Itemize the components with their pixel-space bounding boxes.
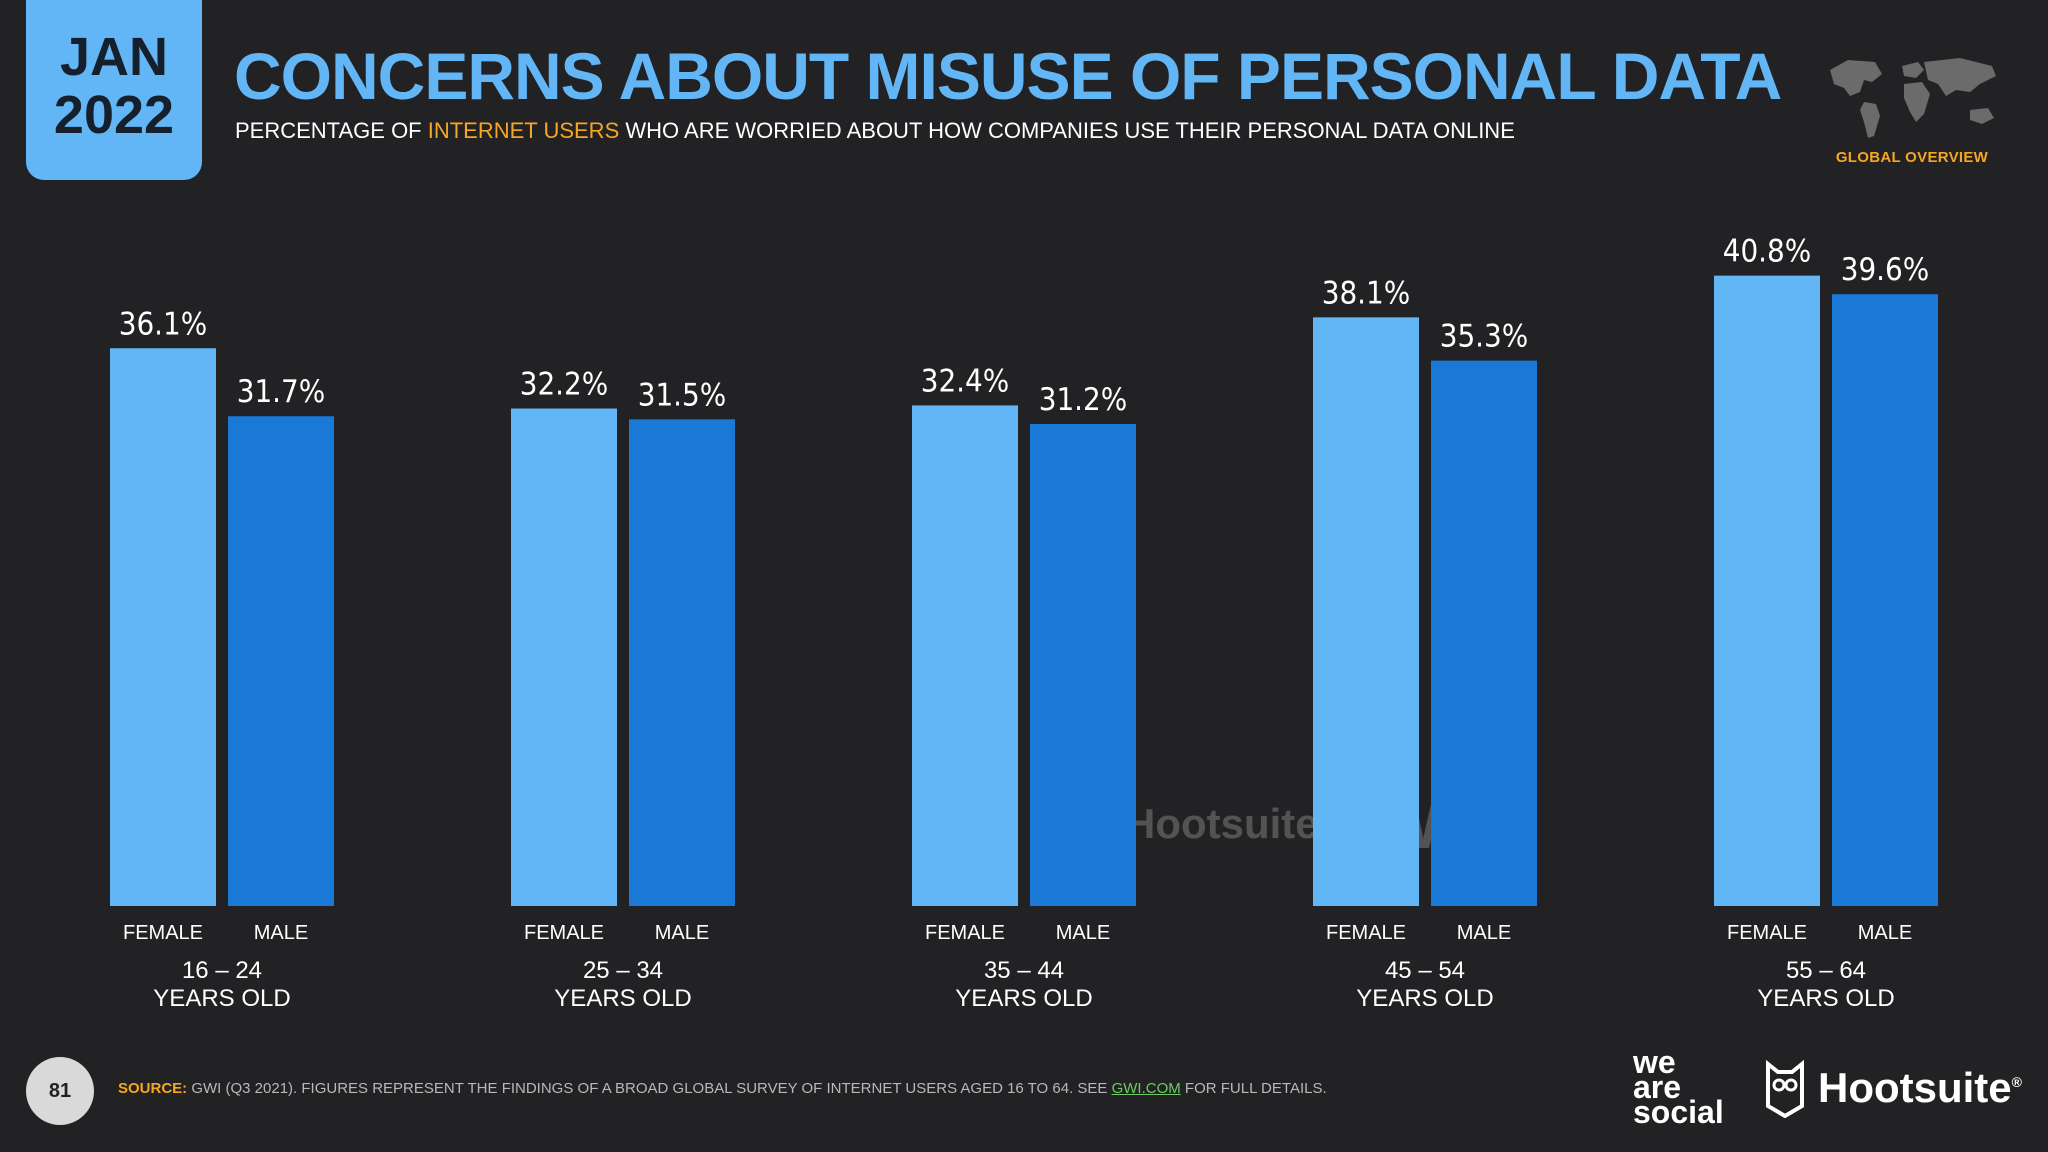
group-sublabel-2: YEARS OLD (955, 985, 1092, 1012)
bar-male-3 (1431, 360, 1537, 906)
group-sublabel-1: YEARS OLD (554, 985, 691, 1012)
subtitle-highlight: INTERNET USERS (427, 118, 620, 143)
value-label-male-1: 31.5% (638, 377, 727, 413)
series-label-male-0: MALE (254, 922, 308, 944)
group-label-2: 35 – 44 (984, 957, 1064, 984)
source-end: FOR FULL DETAILS. (1180, 1080, 1327, 1097)
series-label-female-0: FEMALE (123, 922, 203, 944)
source-link[interactable]: GWI.COM (1111, 1080, 1181, 1097)
source-label: SOURCE: (118, 1080, 188, 1097)
logo-are: are (1633, 1069, 1682, 1105)
value-label-male-0: 31.7% (237, 374, 326, 410)
value-label-female-3: 38.1% (1322, 275, 1411, 311)
group-sublabel-3: YEARS OLD (1356, 985, 1493, 1012)
value-label-female-2: 32.4% (921, 363, 1010, 399)
bar-female-1 (511, 408, 617, 906)
group-label-4: 55 – 64 (1786, 957, 1866, 984)
bar-female-0 (110, 348, 216, 906)
series-label-female-2: FEMALE (925, 922, 1005, 944)
page-title: CONCERNS ABOUT MISUSE OF PERSONAL DATA (234, 39, 1782, 113)
watermark-hootsuite: Hootsuite (1125, 800, 1319, 847)
group-label-3: 45 – 54 (1385, 957, 1465, 984)
series-label-male-1: MALE (655, 922, 709, 944)
value-label-male-4: 39.6% (1841, 252, 1930, 288)
value-label-female-1: 32.2% (520, 367, 609, 403)
bar-female-3 (1313, 317, 1419, 907)
series-label-male-4: MALE (1858, 922, 1912, 944)
group-label-1: 25 – 34 (583, 957, 663, 984)
subtitle-pre: PERCENTAGE OF (235, 118, 428, 143)
page-subtitle: PERCENTAGE OF INTERNET USERS WHO ARE WOR… (235, 118, 1515, 144)
region-label: GLOBAL OVERVIEW (1835, 149, 1989, 166)
hootsuite-logo: Hootsuite® (1818, 1064, 2022, 1112)
subtitle-post: WHO ARE WORRIED ABOUT HOW COMPANIES USE … (619, 118, 1515, 143)
value-label-female-0: 36.1% (119, 306, 208, 342)
world-map-icon (1830, 58, 1996, 138)
logo-hootsuite-text: Hootsuite (1818, 1064, 2012, 1111)
bar-female-2 (912, 405, 1018, 906)
source-text: GWI (Q3 2021). FIGURES REPRESENT THE FIN… (187, 1080, 1112, 1097)
series-label-female-4: FEMALE (1727, 922, 1807, 944)
group-sublabel-0: YEARS OLD (153, 985, 290, 1012)
group-sublabel-4: YEARS OLD (1757, 985, 1894, 1012)
value-label-male-2: 31.2% (1039, 382, 1128, 418)
logo-registered: ® (2011, 1074, 2022, 1090)
date-badge: JAN 2022 (26, 0, 202, 180)
page-number: 81 (26, 1057, 94, 1125)
bar-male-4 (1832, 294, 1938, 906)
value-label-female-4: 40.8% (1723, 234, 1812, 270)
source-note: SOURCE: GWI (Q3 2021). FIGURES REPRESENT… (118, 1080, 1327, 1097)
logo-we: we (1633, 1044, 1676, 1080)
group-label-0: 16 – 24 (182, 957, 262, 984)
we-are-social-logo: we are social (1633, 1044, 1724, 1130)
series-label-female-1: FEMALE (524, 922, 604, 944)
bar-male-1 (629, 419, 735, 906)
date-year: 2022 (53, 85, 175, 145)
bar-male-2 (1030, 423, 1136, 906)
hootsuite-owl-icon (1766, 1060, 1804, 1118)
series-label-female-3: FEMALE (1326, 922, 1406, 944)
value-label-male-3: 35.3% (1440, 319, 1529, 355)
date-month: JAN (59, 27, 169, 87)
bar-female-4 (1714, 275, 1820, 906)
bar-male-0 (228, 416, 334, 906)
logo-social: social (1633, 1094, 1724, 1130)
series-label-male-3: MALE (1457, 922, 1511, 944)
series-label-male-2: MALE (1056, 922, 1110, 944)
